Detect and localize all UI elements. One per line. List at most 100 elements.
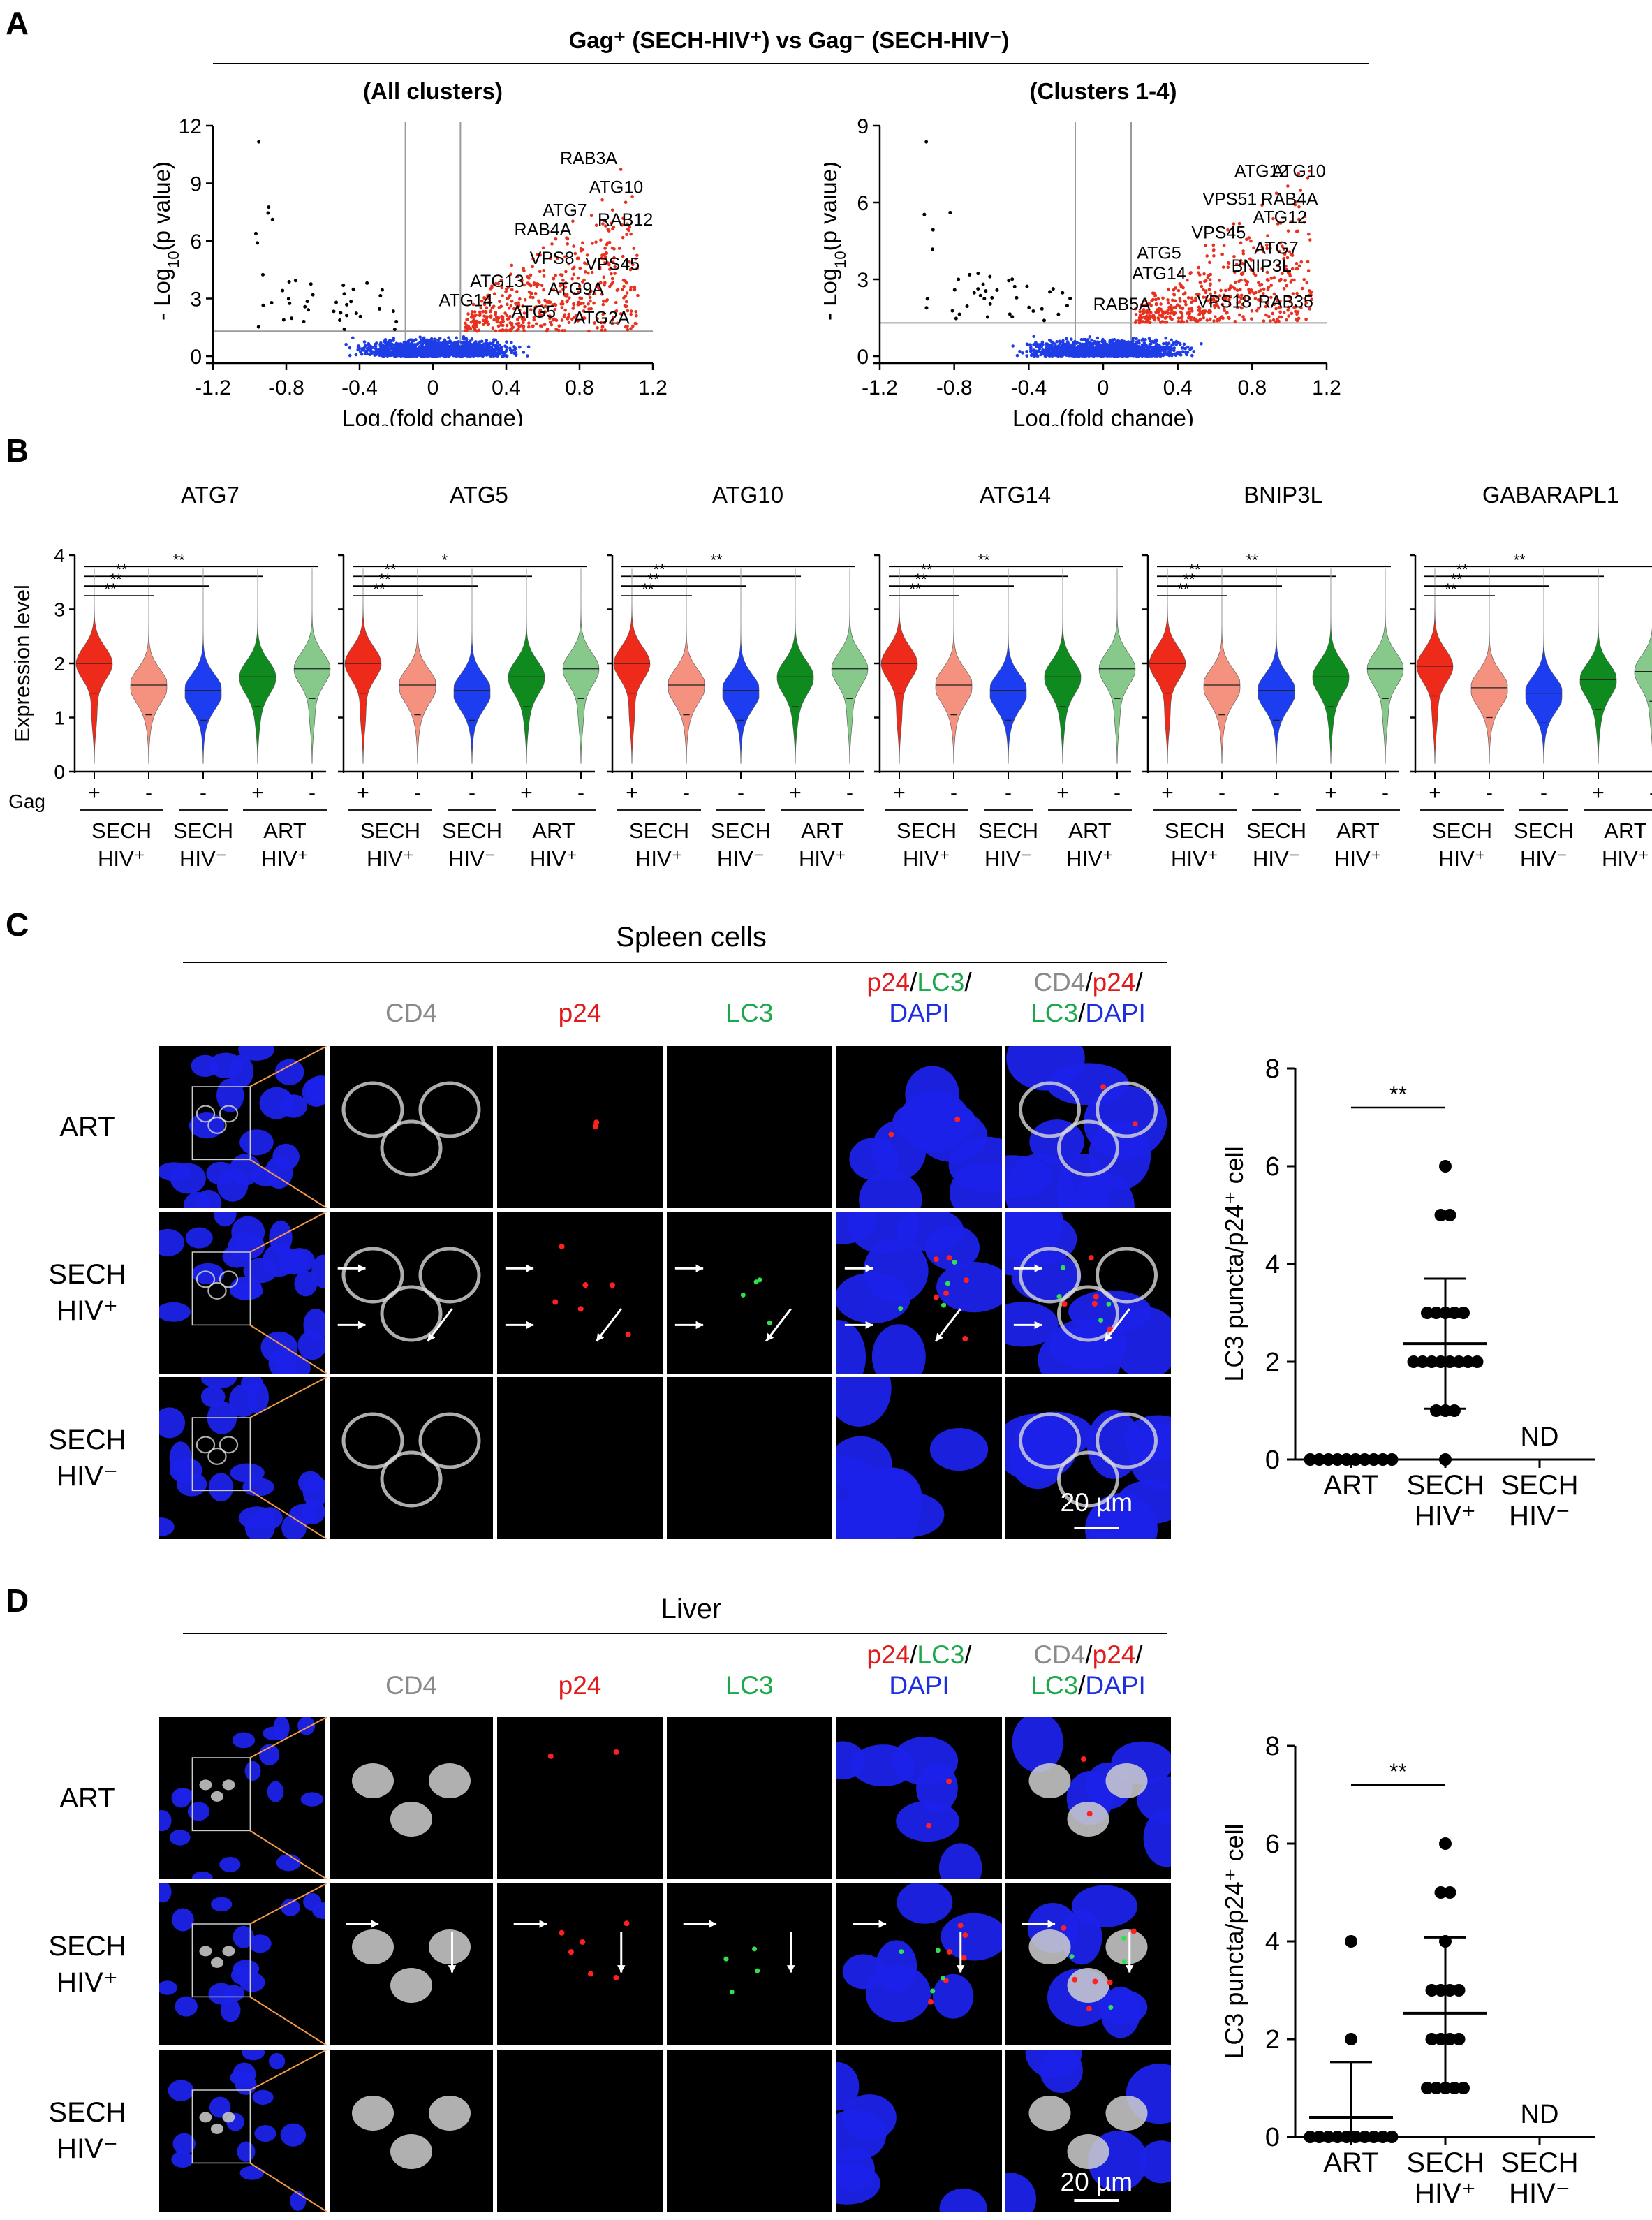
data-point xyxy=(1452,1355,1466,1368)
mic-column-header: p24 xyxy=(558,999,602,1027)
signif-mark: ** xyxy=(116,561,128,578)
mic-column-header: LC3 xyxy=(725,1671,774,1700)
violin xyxy=(1470,577,1508,764)
mic-column-header: CD4 xyxy=(385,999,438,1027)
micrograph-tile xyxy=(836,1717,1002,1879)
micrograph-tile xyxy=(836,1883,1002,2045)
signif-mark: ** xyxy=(1451,571,1463,588)
group-label-top: SECH xyxy=(1246,818,1306,843)
y-tick-label: 6 xyxy=(1265,1830,1280,1859)
signif-mark: ** xyxy=(921,561,934,578)
group-label-bottom: HIV⁻ xyxy=(1520,846,1568,871)
y-tick-label: 3 xyxy=(190,288,202,311)
micrograph-tile xyxy=(667,1046,832,1208)
y-tick-label: 0 xyxy=(1265,2123,1280,2152)
comparison-rule xyxy=(213,63,1369,64)
data-point xyxy=(1340,2131,1353,2143)
group-label-top: ART xyxy=(532,818,575,843)
violin xyxy=(1416,577,1454,764)
micrograph-tile xyxy=(667,2050,832,2212)
y-axis-label: - Log10(p value) xyxy=(824,161,849,321)
gag-sign: + xyxy=(357,781,369,804)
nd-label: ND xyxy=(1521,1423,1559,1452)
violin xyxy=(399,577,436,764)
group-label-bottom: HIV⁺ xyxy=(261,846,309,871)
gene-label: VPS18 xyxy=(1197,292,1251,311)
data-point xyxy=(1416,1355,1429,1368)
micrograph-tile xyxy=(836,1046,1002,1208)
data-point xyxy=(1452,2033,1466,2045)
data-point xyxy=(1425,2033,1438,2045)
violin xyxy=(184,577,222,764)
data-point xyxy=(1349,2131,1362,2143)
violin xyxy=(776,577,814,764)
micrograph-tile xyxy=(667,1377,832,1539)
signif-mark: ** xyxy=(910,580,922,598)
violin xyxy=(130,577,168,764)
volcano-title: (All clusters) xyxy=(363,78,503,104)
data-point xyxy=(1439,1453,1452,1466)
data-point xyxy=(1457,1307,1470,1319)
data-point xyxy=(1304,2131,1317,2143)
gene-label: ATG5 xyxy=(512,302,556,322)
violin xyxy=(293,577,331,764)
data-point xyxy=(1367,2131,1380,2143)
gene-label: VPS51 xyxy=(1202,190,1257,209)
group-label-bottom: HIV⁺ xyxy=(1171,846,1218,871)
y-tick-label: 3 xyxy=(54,599,65,621)
gene-label: RAB35 xyxy=(1258,292,1313,311)
gene-label: ATG10 xyxy=(589,177,643,197)
data-point xyxy=(1430,1307,1443,1319)
group-label-bottom: HIV⁺ xyxy=(530,846,577,871)
group-label-bottom: HIV⁺ xyxy=(1602,846,1649,871)
gag-sign: - xyxy=(950,781,957,804)
x-tick-label: 0 xyxy=(1098,376,1109,399)
gag-sign: + xyxy=(520,781,533,804)
group-label-top: SECH xyxy=(360,818,420,843)
y-tick-label: 1 xyxy=(54,707,65,729)
gene-title: ATG7 xyxy=(181,482,239,508)
data-point xyxy=(1430,1404,1443,1417)
y-tick-label: 3 xyxy=(857,269,869,292)
spleen-rule xyxy=(183,962,1167,963)
mic-column-header: CD4/p24/LC3/DAPI xyxy=(1031,1640,1146,1700)
x-category-label: SECH xyxy=(1500,2147,1578,2178)
gag-sign: + xyxy=(1325,781,1337,804)
y-tick-label: 2 xyxy=(54,653,65,675)
gag-sign: - xyxy=(145,781,152,804)
violin xyxy=(1044,577,1082,764)
group-label-bottom: HIV⁺ xyxy=(635,846,683,871)
gene-label: ATG13 xyxy=(470,272,524,291)
y-axis-label: LC3 puncta/p24⁺ cell xyxy=(1220,1823,1248,2059)
micrograph-tile xyxy=(330,1377,493,1539)
group-label-top: SECH xyxy=(1432,818,1492,843)
group-label-bottom: HIV⁻ xyxy=(984,846,1032,871)
micrograph-tile: 20 µm xyxy=(1005,1377,1171,1539)
signif-mark: ** xyxy=(1445,580,1458,598)
micrograph-tile xyxy=(836,1212,1002,1374)
micrograph-tile xyxy=(667,1717,832,1879)
y-tick-label: 4 xyxy=(1265,1927,1280,1957)
micrograph-tile xyxy=(159,2050,325,2212)
gag-sign: + xyxy=(893,781,906,804)
gene-label: ATG7 xyxy=(1254,238,1298,258)
gag-sign: - xyxy=(1218,781,1225,804)
micrograph-tile xyxy=(667,1212,832,1374)
gag-sign: - xyxy=(737,781,744,804)
group-label-top: SECH xyxy=(1165,818,1225,843)
violin xyxy=(1203,577,1241,764)
mic-column-header: LC3 xyxy=(725,999,774,1027)
violin xyxy=(344,577,382,764)
micrograph-tile xyxy=(159,1377,325,1539)
x-tick-label: 0.8 xyxy=(565,376,594,399)
gene-title: ATG14 xyxy=(980,482,1051,508)
data-point xyxy=(1434,1886,1447,1899)
data-point xyxy=(1448,1404,1461,1417)
group-label-top: SECH xyxy=(897,818,957,843)
signif-mark: ** xyxy=(374,580,386,598)
panel-label-d: D xyxy=(6,1582,29,1619)
data-point xyxy=(1345,1935,1357,1948)
